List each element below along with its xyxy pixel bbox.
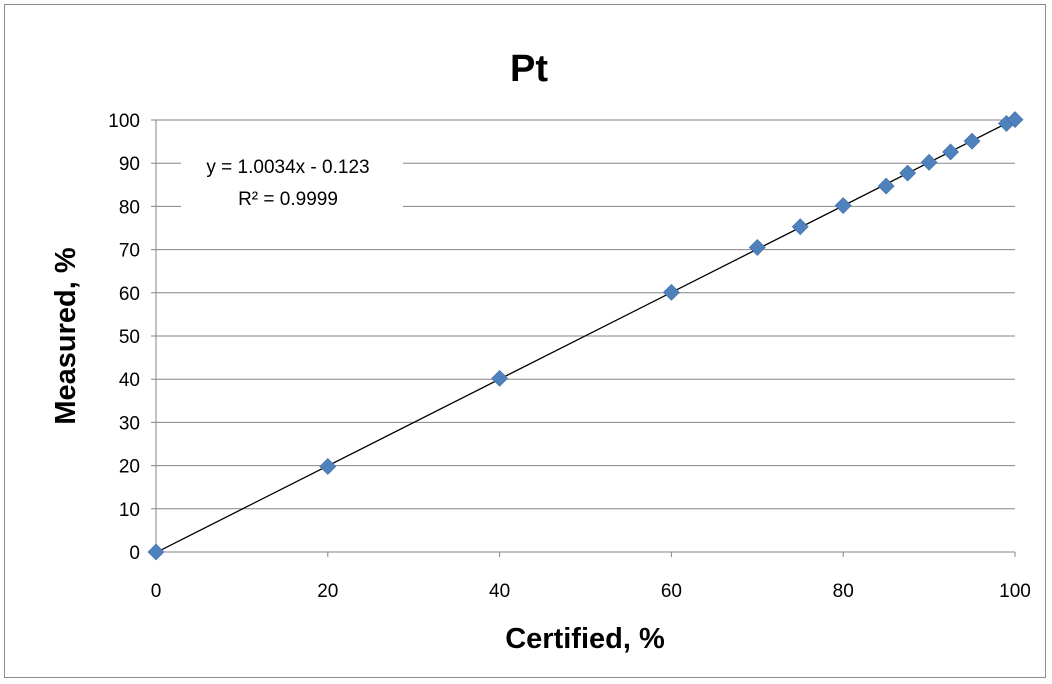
y-tick-label: 10 <box>119 500 140 521</box>
trendline-label-background <box>181 150 403 214</box>
data-point-marker <box>748 239 766 256</box>
y-axis-title: Measured, % <box>50 247 82 424</box>
trendline-r-squared: R² = 0.9999 <box>238 189 338 210</box>
data-point-marker <box>942 143 959 161</box>
data-point-marker <box>491 369 509 387</box>
y-tick-label: 60 <box>119 284 140 305</box>
y-tick-label: 0 <box>129 543 140 564</box>
data-point-marker <box>1006 111 1024 128</box>
trendline-equation: y = 1.0034x - 0.123 <box>206 157 369 178</box>
scatter-chart: 0 10 20 30 40 50 60 70 80 90 100 0 20 40 60 80 100 Pt C… <box>50 48 1031 655</box>
trendline-line <box>155 118 1016 554</box>
y-tick-label: 70 <box>119 241 140 262</box>
x-tick-label: 60 <box>661 581 682 602</box>
y-tick-label: 50 <box>119 327 140 348</box>
chart-title: Pt <box>510 48 548 90</box>
data-point-marker <box>877 177 895 195</box>
x-tick-label: 0 <box>151 581 162 602</box>
data-point-marker <box>319 458 337 475</box>
x-tick-label: 20 <box>317 581 338 602</box>
trendline <box>155 118 1016 554</box>
data-point-marker <box>834 197 852 214</box>
y-tick-label: 20 <box>119 457 140 478</box>
x-tick-label: 40 <box>489 581 510 602</box>
data-point-marker <box>662 283 680 301</box>
data-point-marker <box>791 218 809 236</box>
y-tick-labels: 0 10 20 30 40 50 60 70 80 90 100 <box>108 111 140 564</box>
y-tick-label: 100 <box>108 111 140 132</box>
y-tick-label: 90 <box>119 154 140 175</box>
y-tick-label: 40 <box>119 370 140 391</box>
data-point-marker <box>963 132 981 150</box>
x-tick-labels: 0 20 40 60 80 100 <box>151 581 1031 602</box>
chart-frame: 0 10 20 30 40 50 60 70 80 90 100 0 20 40 60 80 100 Pt C… <box>4 4 1046 678</box>
y-tick-label: 30 <box>119 413 140 434</box>
x-tick-label: 100 <box>999 581 1031 602</box>
y-tick-label: 80 <box>119 197 140 218</box>
data-points <box>147 111 1024 561</box>
data-point-marker <box>920 153 938 171</box>
x-axis-title: Certified, % <box>505 623 665 655</box>
x-tick-label: 80 <box>833 581 854 602</box>
data-point-marker <box>899 164 917 182</box>
data-point-marker <box>147 543 165 561</box>
